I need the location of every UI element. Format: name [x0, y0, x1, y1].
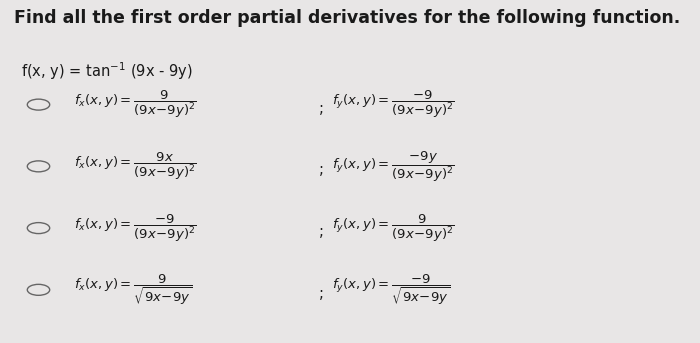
Text: f(x, y) = tan$^{-1}$ (9x - 9y): f(x, y) = tan$^{-1}$ (9x - 9y) [21, 60, 193, 82]
Text: $f_x(x, y) = \dfrac{9}{(9x \!-\! 9y)^2}$: $f_x(x, y) = \dfrac{9}{(9x \!-\! 9y)^2}$ [74, 89, 196, 120]
Text: Find all the first order partial derivatives for the following function.: Find all the first order partial derivat… [14, 9, 680, 26]
Text: $f_y(x, y) = \dfrac{-9y}{(9x \!-\! 9y)^2}$: $f_y(x, y) = \dfrac{-9y}{(9x \!-\! 9y)^2… [332, 149, 455, 184]
Text: $f_y(x, y) = \dfrac{-9}{(9x \!-\! 9y)^2}$: $f_y(x, y) = \dfrac{-9}{(9x \!-\! 9y)^2}… [332, 89, 455, 120]
Text: ;: ; [318, 286, 323, 301]
Text: $f_y(x, y) = \dfrac{9}{(9x \!-\! 9y)^2}$: $f_y(x, y) = \dfrac{9}{(9x \!-\! 9y)^2}$ [332, 212, 455, 244]
Text: $f_x(x, y) = \dfrac{9}{\sqrt{9x \!-\! 9y}}$: $f_x(x, y) = \dfrac{9}{\sqrt{9x \!-\! 9y… [74, 272, 192, 307]
Text: $f_x(x, y) = \dfrac{-9}{(9x \!-\! 9y)^2}$: $f_x(x, y) = \dfrac{-9}{(9x \!-\! 9y)^2}… [74, 212, 196, 244]
Text: ;: ; [318, 162, 323, 177]
Text: ;: ; [318, 224, 323, 239]
Text: $f_x(x, y) = \dfrac{9x}{(9x \!-\! 9y)^2}$: $f_x(x, y) = \dfrac{9x}{(9x \!-\! 9y)^2}… [74, 151, 196, 182]
Text: $f_y(x, y) = \dfrac{-9}{\sqrt{9x \!-\! 9y}}$: $f_y(x, y) = \dfrac{-9}{\sqrt{9x \!-\! 9… [332, 272, 451, 307]
Text: ;: ; [318, 100, 323, 116]
